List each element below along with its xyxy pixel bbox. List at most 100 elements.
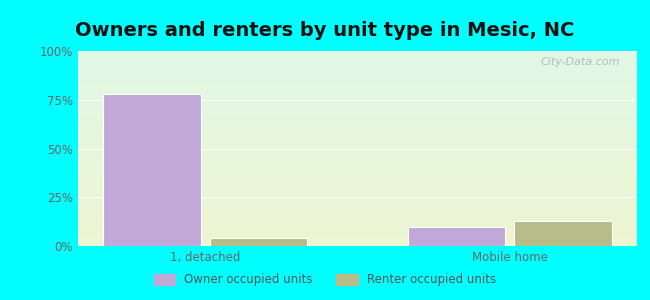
Bar: [78, 116, 637, 117]
Bar: [210, 238, 307, 246]
Bar: [78, 100, 637, 101]
Bar: [78, 241, 637, 242]
Bar: [78, 82, 637, 83]
Bar: [78, 209, 637, 210]
Bar: [78, 84, 637, 85]
Bar: [78, 235, 637, 236]
Bar: [78, 229, 637, 230]
Bar: [408, 226, 505, 246]
Text: Owners and renters by unit type in Mesic, NC: Owners and renters by unit type in Mesic…: [75, 21, 575, 40]
Bar: [78, 85, 637, 86]
Bar: [78, 174, 637, 175]
Bar: [78, 244, 637, 245]
Bar: [78, 234, 637, 235]
Bar: [78, 118, 637, 119]
Bar: [78, 122, 637, 123]
Bar: [78, 176, 637, 177]
Bar: [78, 191, 637, 192]
Bar: [78, 215, 637, 216]
Bar: [78, 221, 637, 222]
Bar: [78, 115, 637, 116]
Bar: [78, 171, 637, 172]
Bar: [78, 89, 637, 90]
Bar: [78, 80, 637, 81]
Bar: [78, 138, 637, 139]
Bar: [78, 185, 637, 187]
Bar: [78, 193, 637, 194]
Bar: [78, 135, 637, 136]
Bar: [78, 219, 637, 220]
Bar: [78, 70, 637, 71]
Bar: [78, 75, 637, 76]
Bar: [78, 87, 637, 88]
Bar: [78, 68, 637, 70]
Bar: [78, 239, 637, 240]
Bar: [78, 92, 637, 93]
Bar: [78, 213, 637, 214]
Bar: [78, 106, 637, 107]
Bar: [78, 195, 637, 196]
Bar: [78, 60, 637, 61]
Bar: [78, 223, 637, 224]
Bar: [78, 183, 637, 184]
Bar: [78, 237, 637, 238]
Bar: [78, 230, 637, 231]
Bar: [78, 164, 637, 165]
Bar: [78, 140, 637, 141]
Bar: [78, 197, 637, 198]
Bar: [78, 205, 637, 206]
Bar: [78, 188, 637, 190]
Bar: [78, 129, 637, 130]
Bar: [78, 181, 637, 182]
Bar: [78, 110, 637, 111]
Bar: [78, 216, 637, 217]
Bar: [78, 201, 637, 202]
Bar: [78, 227, 637, 229]
Bar: [78, 184, 637, 185]
Bar: [78, 58, 637, 59]
Bar: [78, 145, 637, 146]
Bar: [78, 94, 637, 95]
Bar: [78, 128, 637, 129]
Bar: [78, 211, 637, 212]
Bar: [78, 62, 637, 63]
Bar: [78, 182, 637, 183]
Bar: [78, 109, 637, 110]
Bar: [78, 93, 637, 94]
Bar: [78, 126, 637, 127]
Bar: [78, 91, 637, 92]
Bar: [78, 154, 637, 155]
Bar: [78, 158, 637, 159]
Bar: [78, 125, 637, 126]
Bar: [78, 53, 637, 54]
Bar: [78, 243, 637, 244]
Bar: [78, 56, 637, 57]
Bar: [78, 152, 637, 153]
Bar: [78, 77, 637, 78]
Bar: [78, 168, 637, 169]
Bar: [78, 132, 637, 133]
Bar: [78, 127, 637, 128]
Bar: [78, 112, 637, 113]
Bar: [78, 165, 637, 166]
Bar: [78, 113, 637, 114]
Bar: [78, 150, 637, 152]
Bar: [78, 97, 637, 98]
Text: City-Data.com: City-Data.com: [541, 57, 620, 67]
Bar: [78, 236, 637, 237]
Bar: [78, 190, 637, 191]
Bar: [78, 133, 637, 134]
Bar: [78, 167, 637, 168]
Bar: [78, 57, 637, 58]
Bar: [78, 95, 637, 96]
Bar: [78, 76, 637, 77]
Bar: [78, 83, 637, 84]
Bar: [78, 180, 637, 181]
Bar: [78, 131, 637, 132]
Bar: [78, 137, 637, 138]
Bar: [78, 177, 637, 178]
Legend: Owner occupied units, Renter occupied units: Owner occupied units, Renter occupied un…: [149, 269, 501, 291]
Bar: [78, 120, 637, 121]
Bar: [78, 78, 637, 79]
Bar: [78, 55, 637, 56]
